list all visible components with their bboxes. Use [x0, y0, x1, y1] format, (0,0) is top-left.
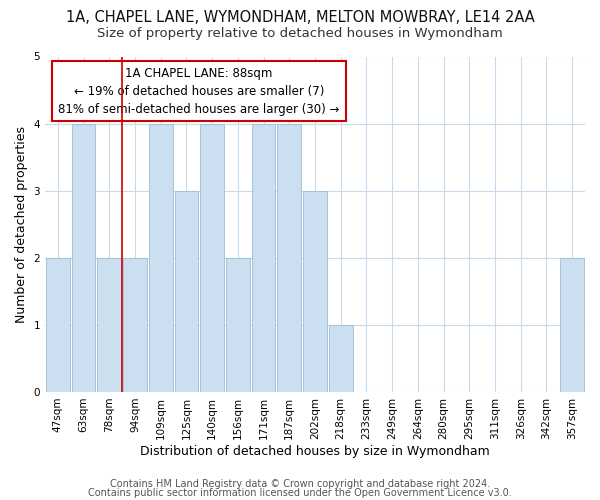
Bar: [277, 124, 301, 392]
Text: Contains public sector information licensed under the Open Government Licence v3: Contains public sector information licen…: [88, 488, 512, 498]
Text: Size of property relative to detached houses in Wymondham: Size of property relative to detached ho…: [97, 28, 503, 40]
Text: 1A, CHAPEL LANE, WYMONDHAM, MELTON MOWBRAY, LE14 2AA: 1A, CHAPEL LANE, WYMONDHAM, MELTON MOWBR…: [65, 10, 535, 25]
Bar: [72, 124, 95, 392]
Bar: [200, 124, 224, 392]
X-axis label: Distribution of detached houses by size in Wymondham: Distribution of detached houses by size …: [140, 444, 490, 458]
Text: Contains HM Land Registry data © Crown copyright and database right 2024.: Contains HM Land Registry data © Crown c…: [110, 479, 490, 489]
Bar: [97, 258, 121, 392]
Bar: [149, 124, 173, 392]
Bar: [226, 258, 250, 392]
Bar: [252, 124, 275, 392]
Bar: [123, 258, 147, 392]
Y-axis label: Number of detached properties: Number of detached properties: [15, 126, 28, 322]
Bar: [560, 258, 584, 392]
Text: 1A CHAPEL LANE: 88sqm
← 19% of detached houses are smaller (7)
81% of semi-detac: 1A CHAPEL LANE: 88sqm ← 19% of detached …: [58, 66, 340, 116]
Bar: [303, 190, 327, 392]
Bar: [46, 258, 70, 392]
Bar: [329, 325, 353, 392]
Bar: [175, 190, 198, 392]
